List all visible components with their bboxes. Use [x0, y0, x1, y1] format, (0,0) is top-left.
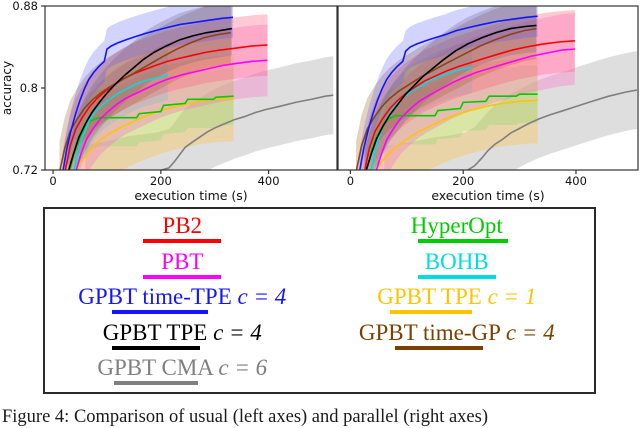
- legend-column-right: HyperOpt BOHB GPBT TPE c = 1 GPBT time-GP c…: [320, 213, 595, 392]
- legend-underline: [417, 274, 496, 279]
- band-pb2: [363, 10, 575, 170]
- band-gpbt-time-gp: [356, 6, 537, 170]
- chart-panel-right: [355, 6, 638, 170]
- series-line-gpbt-time-gp: [59, 31, 231, 170]
- band-pbt: [375, 13, 575, 170]
- legend-underline: [112, 345, 201, 350]
- band-pbt: [75, 24, 268, 170]
- series-line-gpbt-tpe-c1: [75, 97, 234, 170]
- x-tick-label: 400: [258, 174, 280, 188]
- y-tick-label: 0.8: [20, 81, 38, 95]
- legend-label-math: c = 1: [487, 284, 537, 309]
- legend-entry-hyperopt: HyperOpt: [410, 213, 508, 249]
- legend-label: GPBT TPE c = 4: [102, 319, 262, 345]
- x-tick-label: 0: [347, 174, 354, 188]
- series-line-gpbt-tpe-c4: [365, 24, 537, 170]
- series-line-gpbt-cma: [158, 94, 334, 170]
- band-bohb: [73, 49, 168, 170]
- legend-underline: [143, 239, 222, 243]
- band-gpbt-tpe-c4: [365, 6, 537, 170]
- band-gpbt-tpe-c1: [372, 57, 538, 170]
- figure-caption: Figure 4: Comparison of usual (left axes…: [2, 407, 488, 427]
- y-tick-label: 0.88: [12, 0, 38, 13]
- series-line-gpbt-time-tpe: [358, 15, 538, 170]
- legend-label: HyperOpt: [410, 213, 503, 238]
- legend-label: GPBT TPE c = 1: [377, 284, 537, 309]
- axes-spines: [337, 5, 639, 171]
- band-gpbt-time-tpe: [62, 6, 234, 170]
- x-axis-label: execution time (s): [134, 188, 247, 203]
- legend-label: GPBT CMA c = 6: [97, 355, 268, 380]
- legend-underline: [114, 381, 199, 385]
- legend-underline: [394, 345, 483, 350]
- legend-label-math: c = 4: [237, 284, 287, 309]
- band-gpbt-cma: [85, 56, 334, 170]
- legend-label: PB2: [162, 213, 203, 238]
- band-gpbt-time-tpe: [359, 6, 538, 170]
- band-gpbt-tpe-c4: [68, 6, 232, 170]
- series-line-pbt: [375, 48, 575, 170]
- x-tick-label: 0: [49, 174, 56, 188]
- x-tick-label: 200: [150, 174, 172, 188]
- legend-entry-pbt: PBT: [143, 248, 222, 285]
- legend-entry-gpbt-tpe-c4: GPBT TPE c = 4: [103, 320, 262, 356]
- legend-entry-pb2: PB2: [143, 213, 222, 249]
- legend-entry-gpbt-time-tpe: GPBT time-TPE c = 4: [78, 284, 286, 320]
- series-line-gpbt-tpe-c4: [67, 27, 233, 170]
- series-line-pb2: [363, 40, 575, 170]
- legend-entry-gpbt-cma: GPBT CMA c = 6: [97, 355, 267, 391]
- series-line-gpbt-cma: [466, 89, 638, 170]
- chart-panel-left: [59, 6, 334, 170]
- legend-label: PBT: [161, 248, 204, 274]
- band-gpbt-time-gp: [59, 6, 231, 170]
- x-tick-label: 200: [452, 174, 474, 188]
- x-axis-label: execution time (s): [431, 188, 544, 203]
- legend-underline: [143, 274, 222, 279]
- band-hyperopt: [69, 67, 234, 170]
- legend-entry-gpbt-tpe-c1: GPBT TPE c = 1: [377, 284, 536, 320]
- legend-label-math: c = 4: [505, 319, 555, 345]
- series-line-pb2: [64, 44, 268, 170]
- legend-label-math: c = 4: [213, 319, 262, 345]
- y-axis-label: accuracy: [0, 61, 14, 115]
- series-line-gpbt-tpe-c1: [374, 99, 538, 170]
- legend-column-left: PB2 PBT GPBT time-TPE c = 4 GPBT TPE c = 4 G…: [45, 213, 320, 392]
- y-tick-label: 0.72: [12, 163, 38, 177]
- band-pb2: [64, 14, 268, 170]
- series-line-hyperopt: [68, 95, 234, 170]
- series-line-bohb: [73, 73, 169, 170]
- legend-label: GPBT time-GP c = 4: [358, 319, 555, 345]
- legend-entry-bohb: BOHB: [417, 248, 496, 285]
- legend-underline: [417, 239, 508, 243]
- legend-underline: [112, 310, 209, 314]
- band-gpbt-cma: [384, 51, 637, 170]
- series-line-gpbt-time-tpe: [62, 16, 234, 170]
- legend-box: PB2 PBT GPBT time-TPE c = 4 GPBT TPE c = 4 G…: [43, 207, 596, 394]
- series-line-pbt: [75, 59, 268, 170]
- legend-label: BOHB: [424, 248, 489, 274]
- x-tick-label: 400: [565, 174, 587, 188]
- legend-underline: [389, 310, 472, 314]
- legend-label: GPBT time-TPE c = 4: [78, 284, 287, 309]
- legend-label-math: c = 6: [218, 355, 268, 380]
- accuracy-vs-time-charts: 0 200 400 0.72 0.8 0.88 execution time (s) accu…: [0, 0, 639, 203]
- legend-entry-gpbt-time-gp: GPBT time-GP c = 4: [359, 320, 555, 356]
